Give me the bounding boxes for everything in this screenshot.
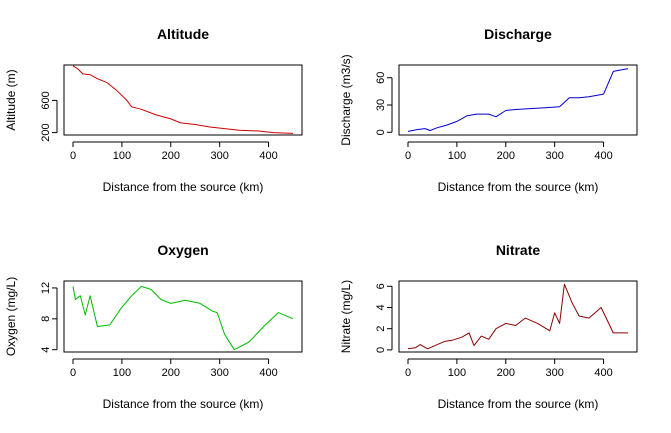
nitrate-x-tick-label: 0	[405, 367, 411, 379]
altitude-x-tick-label: 200	[162, 150, 180, 162]
nitrate-x-tick-label: 400	[594, 367, 612, 379]
oxygen-y-axis-label: Oxygen (mg/L)	[4, 277, 18, 356]
discharge-x-tick-label: 0	[405, 150, 411, 162]
discharge-y-tick-label: 30	[375, 99, 387, 111]
discharge-series-line	[407, 68, 629, 132]
oxygen-x-tick-label: 300	[210, 367, 228, 379]
discharge-plot-frame	[398, 64, 638, 136]
oxygen-x-tick-label: 100	[113, 367, 131, 379]
discharge-panel: Discharge 0 100 200 300 400 0 30 60 Distance from…	[339, 26, 638, 194]
discharge-y-axis-label: Discharge (m3/s)	[339, 54, 353, 145]
nitrate-plot-frame	[398, 280, 638, 353]
oxygen-y-tick-label: 8	[40, 316, 52, 322]
oxygen-plot-frame	[63, 280, 303, 353]
nitrate-y-tick-label: 4	[375, 304, 387, 310]
altitude-panel: Altitude 0 100 200 300 400 200 600 Distance from…	[4, 26, 303, 194]
oxygen-x-axis-label: Distance from the source (km)	[103, 397, 264, 411]
altitude-series-line	[72, 65, 294, 134]
altitude-x-tick-label: 0	[70, 150, 76, 162]
altitude-x-tick-label: 100	[113, 150, 131, 162]
oxygen-title: Oxygen	[157, 242, 208, 258]
nitrate-panel: Nitrate 0 100 200 300 400 0 2 4 6 Distance from th…	[339, 242, 638, 411]
altitude-y-axis-label: Altitude (m)	[4, 69, 18, 130]
discharge-x-axis-label: Distance from the source (km)	[438, 180, 599, 194]
nitrate-y-tick-label: 2	[375, 326, 387, 332]
discharge-x-tick-label: 200	[497, 150, 515, 162]
discharge-x-tick-label: 400	[594, 150, 612, 162]
altitude-title: Altitude	[157, 26, 209, 42]
oxygen-x-tick-label: 0	[70, 367, 76, 379]
altitude-plot-frame	[63, 64, 303, 136]
oxygen-series-line	[72, 285, 294, 351]
nitrate-x-tick-label: 200	[497, 367, 515, 379]
altitude-y-tick-label: 600	[40, 91, 52, 109]
discharge-x-tick-label: 300	[545, 150, 563, 162]
nitrate-x-axis-label: Distance from the source (km)	[438, 397, 599, 411]
discharge-y-tick-label: 60	[375, 72, 387, 84]
oxygen-y-tick-label: 4	[40, 347, 52, 353]
discharge-x-tick-label: 100	[448, 150, 466, 162]
nitrate-y-tick-label: 6	[375, 283, 387, 289]
altitude-x-axis-label: Distance from the source (km)	[103, 180, 264, 194]
nitrate-title: Nitrate	[496, 242, 541, 258]
oxygen-x-tick-label: 400	[259, 367, 277, 379]
oxygen-panel: Oxygen 0 100 200 300 400 4 8 12 Distance from the…	[4, 242, 303, 411]
altitude-x-tick-label: 300	[210, 150, 228, 162]
oxygen-y-tick-label: 12	[40, 282, 52, 294]
nitrate-series-line	[407, 283, 628, 350]
nitrate-x-tick-label: 300	[545, 367, 563, 379]
discharge-y-tick-label: 0	[375, 129, 387, 135]
altitude-y-tick-label: 200	[40, 123, 52, 141]
oxygen-x-tick-label: 200	[162, 367, 180, 379]
nitrate-y-tick-label: 0	[375, 347, 387, 353]
nitrate-y-axis-label: Nitrate (mg/L)	[339, 280, 353, 353]
discharge-title: Discharge	[484, 26, 552, 42]
altitude-x-tick-label: 400	[259, 150, 277, 162]
nitrate-x-tick-label: 100	[448, 367, 466, 379]
